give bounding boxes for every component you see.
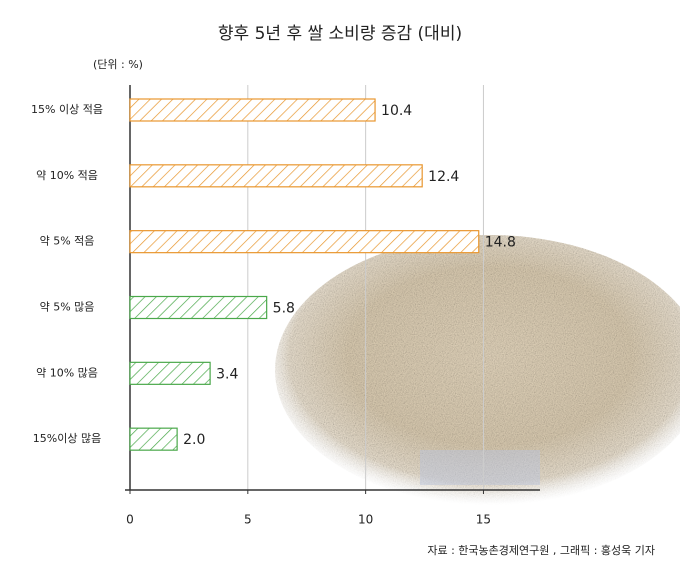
value-label: 10.4 [381,103,412,119]
bar [129,361,211,385]
x-tick-label: 5 [244,513,252,527]
bar [129,230,480,254]
chart-title: 향후 5년 후 쌀 소비량 증감 (대비) [218,24,462,44]
value-label: 2.0 [183,432,205,448]
y-tick-label: 약 5% 많음 [40,300,95,314]
y-tick-label: 약 10% 많음 [36,365,98,379]
value-label: 5.8 [273,301,295,317]
rice-bag [420,450,540,485]
y-tick-label: 약 5% 적음 [40,234,95,248]
bar [129,427,178,451]
source: 자료 : 한국농촌경제연구원 , 그래픽 : 홍성욱 기자 [427,543,655,557]
bar [129,164,423,188]
x-tick-label: 10 [358,513,373,527]
rice-image [275,235,680,505]
value-label: 3.4 [216,366,238,382]
bar [129,98,376,122]
y-tick-label: 약 10% 적음 [36,168,98,182]
value-label: 14.8 [485,235,516,251]
unit-label: (단위 : %) [93,58,143,71]
bar [129,295,268,320]
y-tick-label: 15% 이상 적음 [31,103,103,116]
value-label: 12.4 [428,169,459,185]
x-tick-label: 0 [126,513,134,527]
y-tick-label: 15%이상 많음 [33,432,101,445]
x-tick-label: 15 [476,513,491,527]
